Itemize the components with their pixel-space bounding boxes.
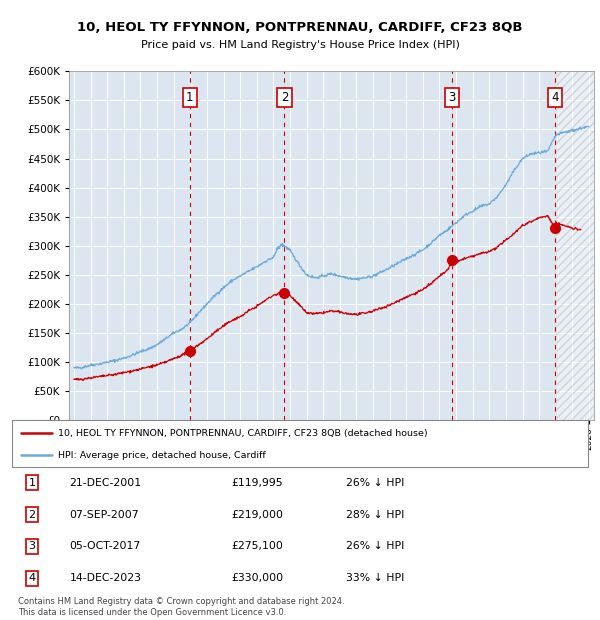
Bar [556,71,594,420]
Text: 2: 2 [281,91,288,104]
Text: 3: 3 [448,91,456,104]
Text: 26% ↓ HPI: 26% ↓ HPI [346,478,404,488]
Text: £275,100: £275,100 [231,541,283,551]
Text: 14-DEC-2023: 14-DEC-2023 [70,573,142,583]
Text: 10, HEOL TY FFYNNON, PONTPRENNAU, CARDIFF, CF23 8QB (detached house): 10, HEOL TY FFYNNON, PONTPRENNAU, CARDIF… [58,429,428,438]
Text: 05-OCT-2017: 05-OCT-2017 [70,541,141,551]
Text: 4: 4 [29,573,36,583]
Text: 4: 4 [551,91,559,104]
FancyBboxPatch shape [12,420,588,467]
Text: 26% ↓ HPI: 26% ↓ HPI [346,541,404,551]
Text: 1: 1 [186,91,194,104]
Text: 07-SEP-2007: 07-SEP-2007 [70,510,139,520]
Text: 2: 2 [29,510,36,520]
Text: 28% ↓ HPI: 28% ↓ HPI [346,510,404,520]
Text: 3: 3 [29,541,35,551]
Text: This data is licensed under the Open Government Licence v3.0.: This data is licensed under the Open Gov… [18,608,286,617]
Text: 10, HEOL TY FFYNNON, PONTPRENNAU, CARDIFF, CF23 8QB: 10, HEOL TY FFYNNON, PONTPRENNAU, CARDIF… [77,22,523,34]
Text: HPI: Average price, detached house, Cardiff: HPI: Average price, detached house, Card… [58,451,266,460]
Text: 33% ↓ HPI: 33% ↓ HPI [346,573,404,583]
Text: 1: 1 [29,478,35,488]
Text: £330,000: £330,000 [231,573,283,583]
Text: Price paid vs. HM Land Registry's House Price Index (HPI): Price paid vs. HM Land Registry's House … [140,40,460,50]
Text: £119,995: £119,995 [231,478,283,488]
Text: Contains HM Land Registry data © Crown copyright and database right 2024.: Contains HM Land Registry data © Crown c… [18,597,344,606]
Text: £219,000: £219,000 [231,510,283,520]
Text: 21-DEC-2001: 21-DEC-2001 [70,478,142,488]
